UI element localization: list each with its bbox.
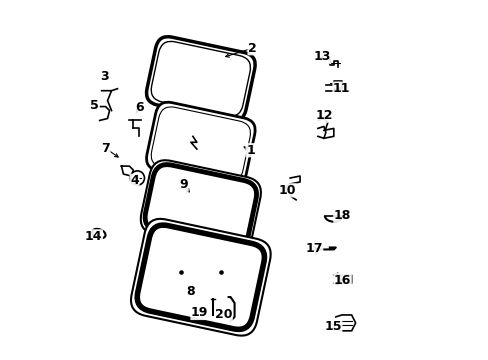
Text: 15: 15 — [324, 320, 341, 333]
Text: 4: 4 — [130, 174, 139, 187]
Text: 8: 8 — [185, 285, 194, 298]
Text: 20: 20 — [214, 309, 232, 321]
Text: 13: 13 — [313, 50, 330, 63]
Text: 3: 3 — [100, 69, 108, 82]
FancyBboxPatch shape — [146, 102, 255, 186]
Text: 12: 12 — [314, 109, 332, 122]
FancyBboxPatch shape — [137, 225, 264, 329]
Text: 19: 19 — [191, 306, 208, 319]
Ellipse shape — [92, 229, 105, 238]
Text: 1: 1 — [245, 144, 254, 157]
Circle shape — [130, 171, 144, 185]
Text: 6: 6 — [135, 101, 143, 114]
Text: 5: 5 — [90, 99, 99, 112]
FancyBboxPatch shape — [145, 165, 256, 247]
Text: 18: 18 — [333, 209, 350, 222]
FancyBboxPatch shape — [131, 219, 270, 336]
Text: 17: 17 — [305, 242, 322, 255]
FancyBboxPatch shape — [146, 37, 255, 121]
Text: 11: 11 — [332, 82, 350, 95]
Text: 10: 10 — [278, 184, 296, 197]
Text: 9: 9 — [179, 178, 188, 191]
Text: 16: 16 — [333, 274, 350, 287]
Text: 14: 14 — [85, 230, 102, 243]
Text: 7: 7 — [101, 142, 110, 155]
FancyBboxPatch shape — [141, 160, 261, 251]
Text: 2: 2 — [247, 42, 256, 55]
